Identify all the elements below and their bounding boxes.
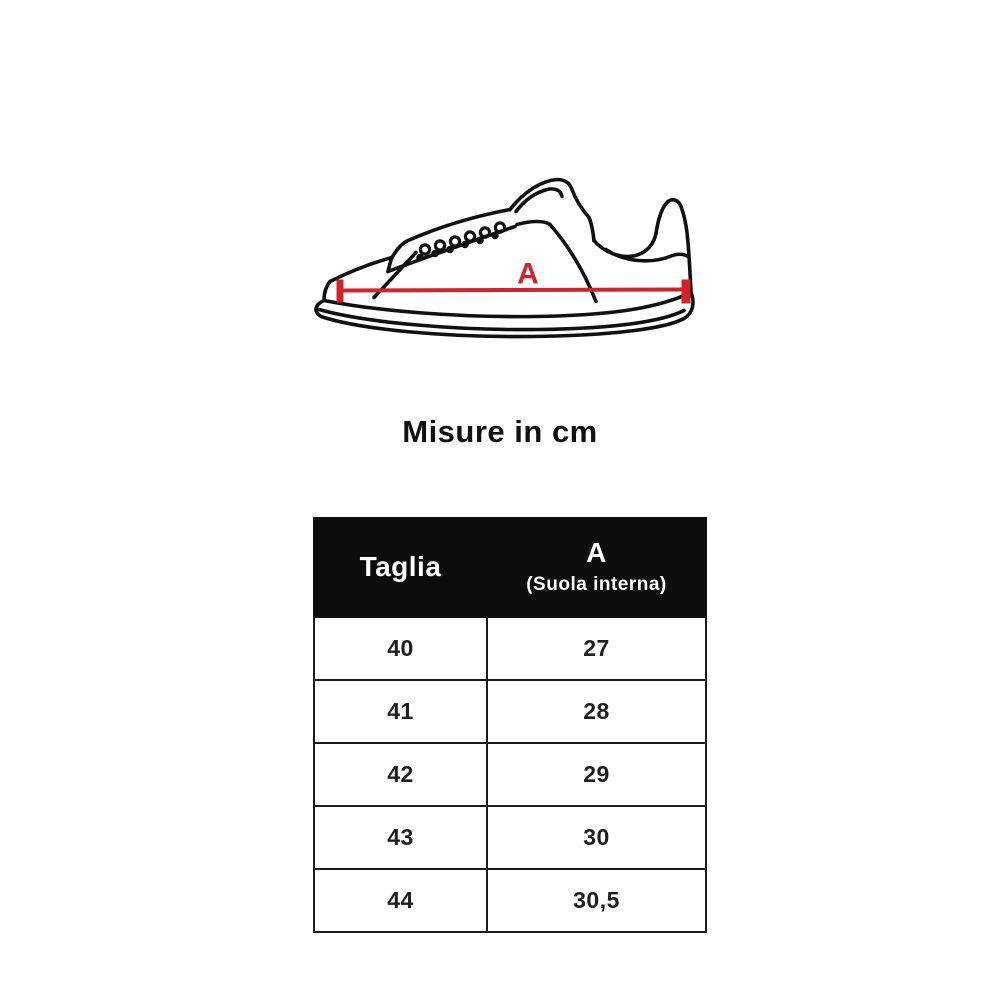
header-cell-size: Taglia (313, 517, 488, 618)
lace-eyelet-dot (416, 253, 424, 262)
measure-column-sublabel: (Suola interna) (526, 573, 667, 595)
table-row: 44 30,5 (313, 868, 707, 933)
lace-eyelet-dot (446, 245, 454, 254)
heel-tab-line (654, 197, 693, 295)
size-table: Taglia A (Suola interna) 40 27 41 28 42 … (313, 517, 707, 933)
lace-loop-icon (493, 221, 507, 234)
toe-outline-line (322, 255, 394, 303)
table-row: 40 27 (313, 616, 707, 681)
collar-line (587, 215, 596, 243)
lace-loop-icon (463, 230, 477, 243)
shoe-diagram: A (310, 152, 710, 367)
page-title: Misure in cm (402, 414, 598, 449)
measure-column-label: A (586, 536, 607, 568)
measure-cell: 30,5 (486, 868, 707, 933)
lace-eyelet-dot (431, 249, 439, 258)
measure-cell: 29 (486, 742, 707, 807)
lace-loop-icon (478, 226, 492, 239)
size-cell: 40 (313, 616, 488, 681)
sneaker-drawing: A (314, 177, 695, 339)
measure-cell: 30 (486, 805, 707, 870)
table-header-row: Taglia A (Suola interna) (313, 517, 707, 618)
measurement-label: A (517, 258, 539, 291)
header-cell-measure: A (Suola interna) (486, 517, 707, 618)
table-row: 43 30 (313, 805, 707, 870)
tongue-outer-line (508, 177, 591, 220)
heel-wave-line (592, 231, 658, 259)
lace-eyelet-dot (461, 240, 469, 249)
sole-top-line (322, 290, 693, 319)
measure-cell: 27 (486, 616, 707, 681)
toe-cap-line (372, 250, 418, 300)
eyestay-top-line (390, 207, 512, 260)
measurement-line (339, 287, 688, 293)
lace-loop-icon (418, 243, 432, 256)
quarter-seam-line (515, 219, 598, 304)
heel-counter-line (604, 247, 690, 263)
lace-eyelet-dot (476, 236, 484, 245)
size-column-label: Taglia (359, 551, 442, 583)
measure-cell: 28 (486, 679, 707, 744)
eyestay-end-cap-line (386, 255, 394, 274)
sole-mid-line (317, 307, 686, 332)
size-cell: 42 (313, 742, 488, 807)
size-cell: 44 (313, 868, 488, 933)
table-row: 42 29 (313, 742, 707, 807)
size-cell: 43 (313, 805, 488, 870)
lace-eyelet-dot (491, 231, 499, 240)
lace-loop-icon (448, 235, 462, 248)
size-cell: 41 (313, 679, 488, 744)
sole-bottom-line (314, 290, 695, 339)
lace-loop-icon (433, 239, 447, 252)
table-row: 41 28 (313, 679, 707, 744)
tongue-inner-line (514, 187, 564, 214)
